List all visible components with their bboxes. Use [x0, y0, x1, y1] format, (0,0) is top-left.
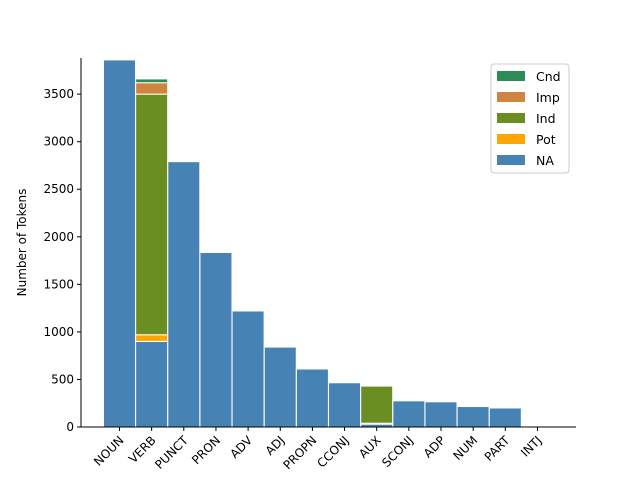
x-tick-label-pron: PRON [189, 433, 223, 467]
x-tick-label-num: NUM [450, 433, 480, 463]
bar-verb-na [135, 340, 169, 428]
y-tick-label-1500: 1500 [43, 277, 74, 291]
x-tick-label-adj: ADJ [263, 433, 288, 458]
bar-adp-na [424, 401, 458, 428]
legend-label-imp: Imp [536, 90, 560, 105]
y-axis-ticks: 0 500 1000 1500 2000 2500 3000 3500 [43, 87, 81, 434]
bar-pron-na [199, 251, 233, 428]
y-tick-label-2500: 2500 [43, 182, 74, 196]
bar-part-na [488, 407, 522, 428]
legend-swatch-cnd [497, 71, 525, 81]
bar-adj-na [263, 346, 297, 428]
bar-verb-ind [135, 93, 169, 336]
x-tick-label-aux: AUX [356, 433, 384, 461]
bars-group [103, 59, 522, 428]
legend-swatch-pot [497, 134, 525, 144]
x-tick-label-propn: PROPN [280, 433, 319, 472]
legend-label-ind: Ind [536, 111, 556, 126]
x-tick-label-part: PART [482, 433, 513, 464]
bar-sconj-na [392, 400, 426, 428]
y-tick-label-1000: 1000 [43, 325, 74, 339]
x-tick-label-intj: INTJ [518, 433, 544, 459]
bar-cconj-na [328, 382, 362, 428]
bar-aux-ind [360, 385, 394, 424]
bar-propn-na [295, 368, 329, 428]
legend-swatch-na [497, 155, 525, 165]
bar-verb-imp [135, 82, 169, 95]
bar-noun-na [103, 59, 136, 428]
bar-punct-na [167, 161, 201, 428]
legend-swatch-ind [497, 113, 525, 123]
legend: Cnd Imp Ind Pot NA [490, 63, 570, 174]
y-tick-label-3000: 3000 [43, 135, 74, 149]
legend-box [490, 63, 570, 174]
bar-verb-pot [135, 334, 169, 342]
bar-num-na [456, 406, 490, 428]
x-tick-label-cconj: CCONJ [314, 433, 351, 470]
legend-label-pot: Pot [536, 132, 556, 147]
bar-adv-na [231, 310, 265, 428]
y-tick-label-3500: 3500 [43, 87, 74, 101]
x-tick-label-noun: NOUN [91, 433, 126, 468]
x-tick-label-adv: ADV [227, 433, 255, 461]
axes-group [80, 58, 576, 428]
legend-label-na: NA [536, 153, 554, 168]
legend-swatch-imp [497, 92, 525, 102]
x-tick-label-adp: ADP [421, 433, 448, 460]
y-tick-label-0: 0 [66, 420, 74, 434]
y-axis-title: Number of Tokens [15, 189, 29, 297]
legend-label-cnd: Cnd [536, 69, 561, 84]
y-tick-label-500: 500 [51, 372, 74, 386]
y-tick-label-2000: 2000 [43, 230, 74, 244]
x-tick-label-sconj: SCONJ [379, 433, 416, 470]
bar-verb-cnd [135, 78, 169, 84]
x-tick-label-punct: PUNCT [152, 433, 191, 472]
